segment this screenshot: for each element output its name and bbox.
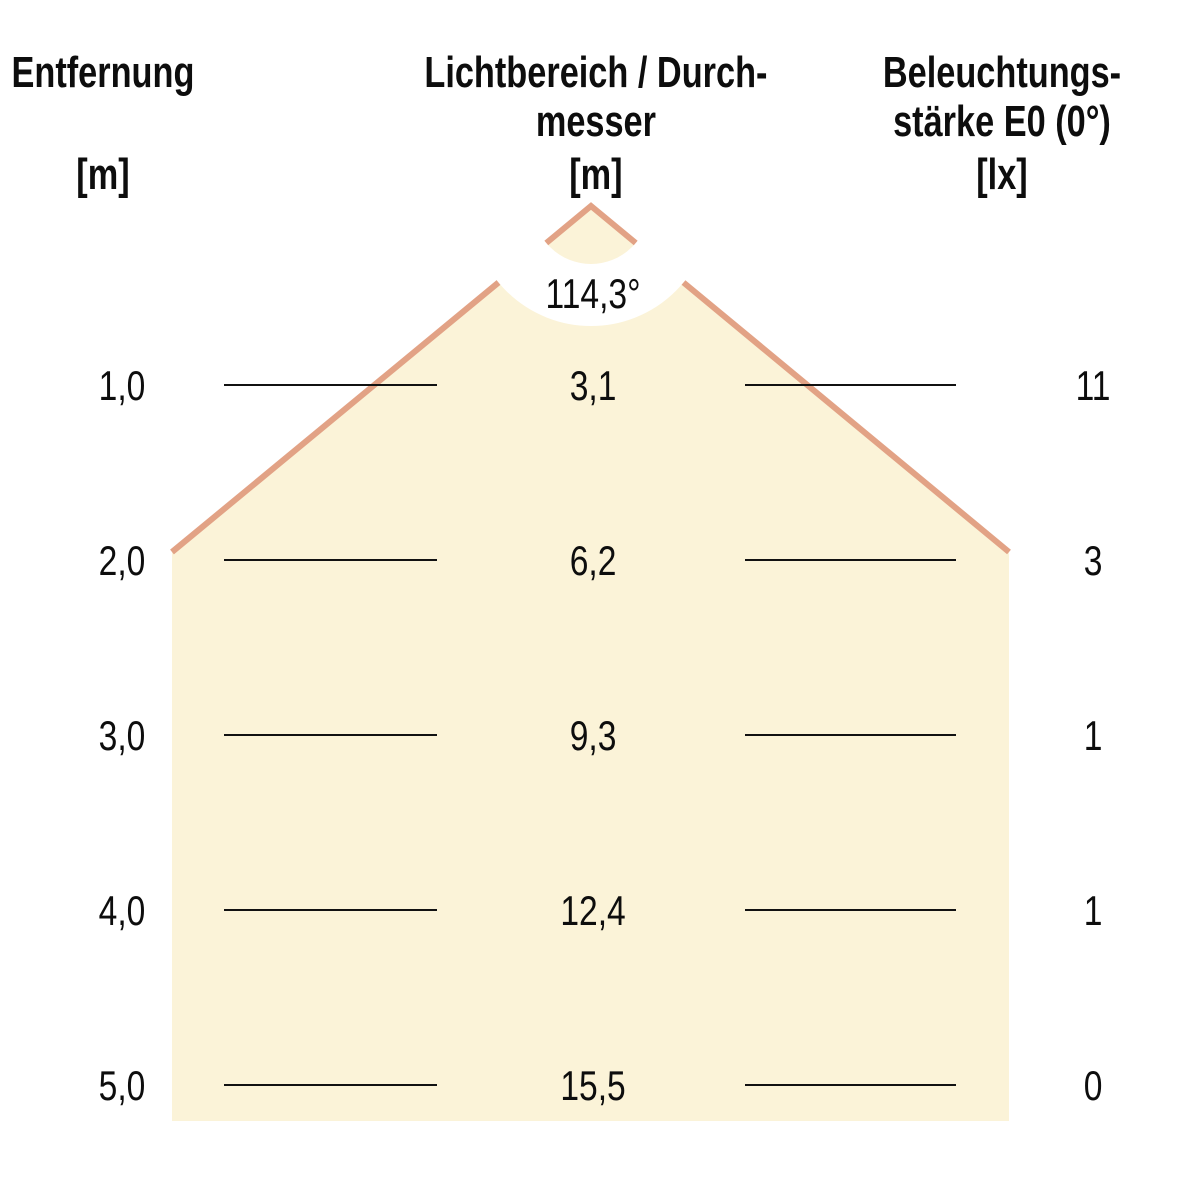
col-unit-diameter: [m] — [569, 150, 622, 199]
col-header-illuminance-line1: Beleuchtungs- — [883, 48, 1121, 97]
cone-edge-left — [170, 280, 501, 555]
beam-angle-label: 114,3° — [546, 272, 641, 318]
row-4-diameter-value: 12,4 — [560, 889, 625, 935]
row-4-illuminance-value: 1 — [1084, 889, 1103, 935]
col-unit-illuminance: [lx] — [976, 150, 1027, 199]
row-2-illuminance-value: 3 — [1084, 539, 1103, 585]
col-header-distance: Entfernung — [11, 48, 194, 97]
beam-angle-gap-arc — [471, 86, 711, 326]
col-header-diameter-line2: messer — [536, 97, 656, 146]
row-1-diameter-value: 3,1 — [570, 364, 617, 410]
row-5-distance-value: 5,0 — [99, 1064, 146, 1110]
row-2-distance-value: 2,0 — [99, 539, 146, 585]
row-4-distance-value: 4,0 — [99, 889, 146, 935]
row-1-distance-value: 1,0 — [99, 364, 146, 410]
row-2-diameter-value: 6,2 — [570, 539, 617, 585]
col-header-diameter-line1: Lichtbereich / Durch- — [424, 48, 767, 97]
row-5-diameter-value: 15,5 — [560, 1064, 625, 1110]
beam-apex-edges — [544, 202, 638, 246]
light-cone-fill — [172, 206, 1009, 1121]
row-1-illuminance-value: 11 — [1076, 364, 1111, 410]
col-header-illuminance-line2: stärke E0 (0°) — [893, 97, 1111, 146]
row-5-illuminance-value: 0 — [1084, 1064, 1103, 1110]
col-unit-distance: [m] — [76, 150, 129, 199]
row-3-illuminance-value: 1 — [1084, 714, 1103, 760]
row-3-distance-value: 3,0 — [99, 714, 146, 760]
row-3-diameter-value: 9,3 — [570, 714, 617, 760]
cone-edge-right — [681, 280, 1011, 555]
